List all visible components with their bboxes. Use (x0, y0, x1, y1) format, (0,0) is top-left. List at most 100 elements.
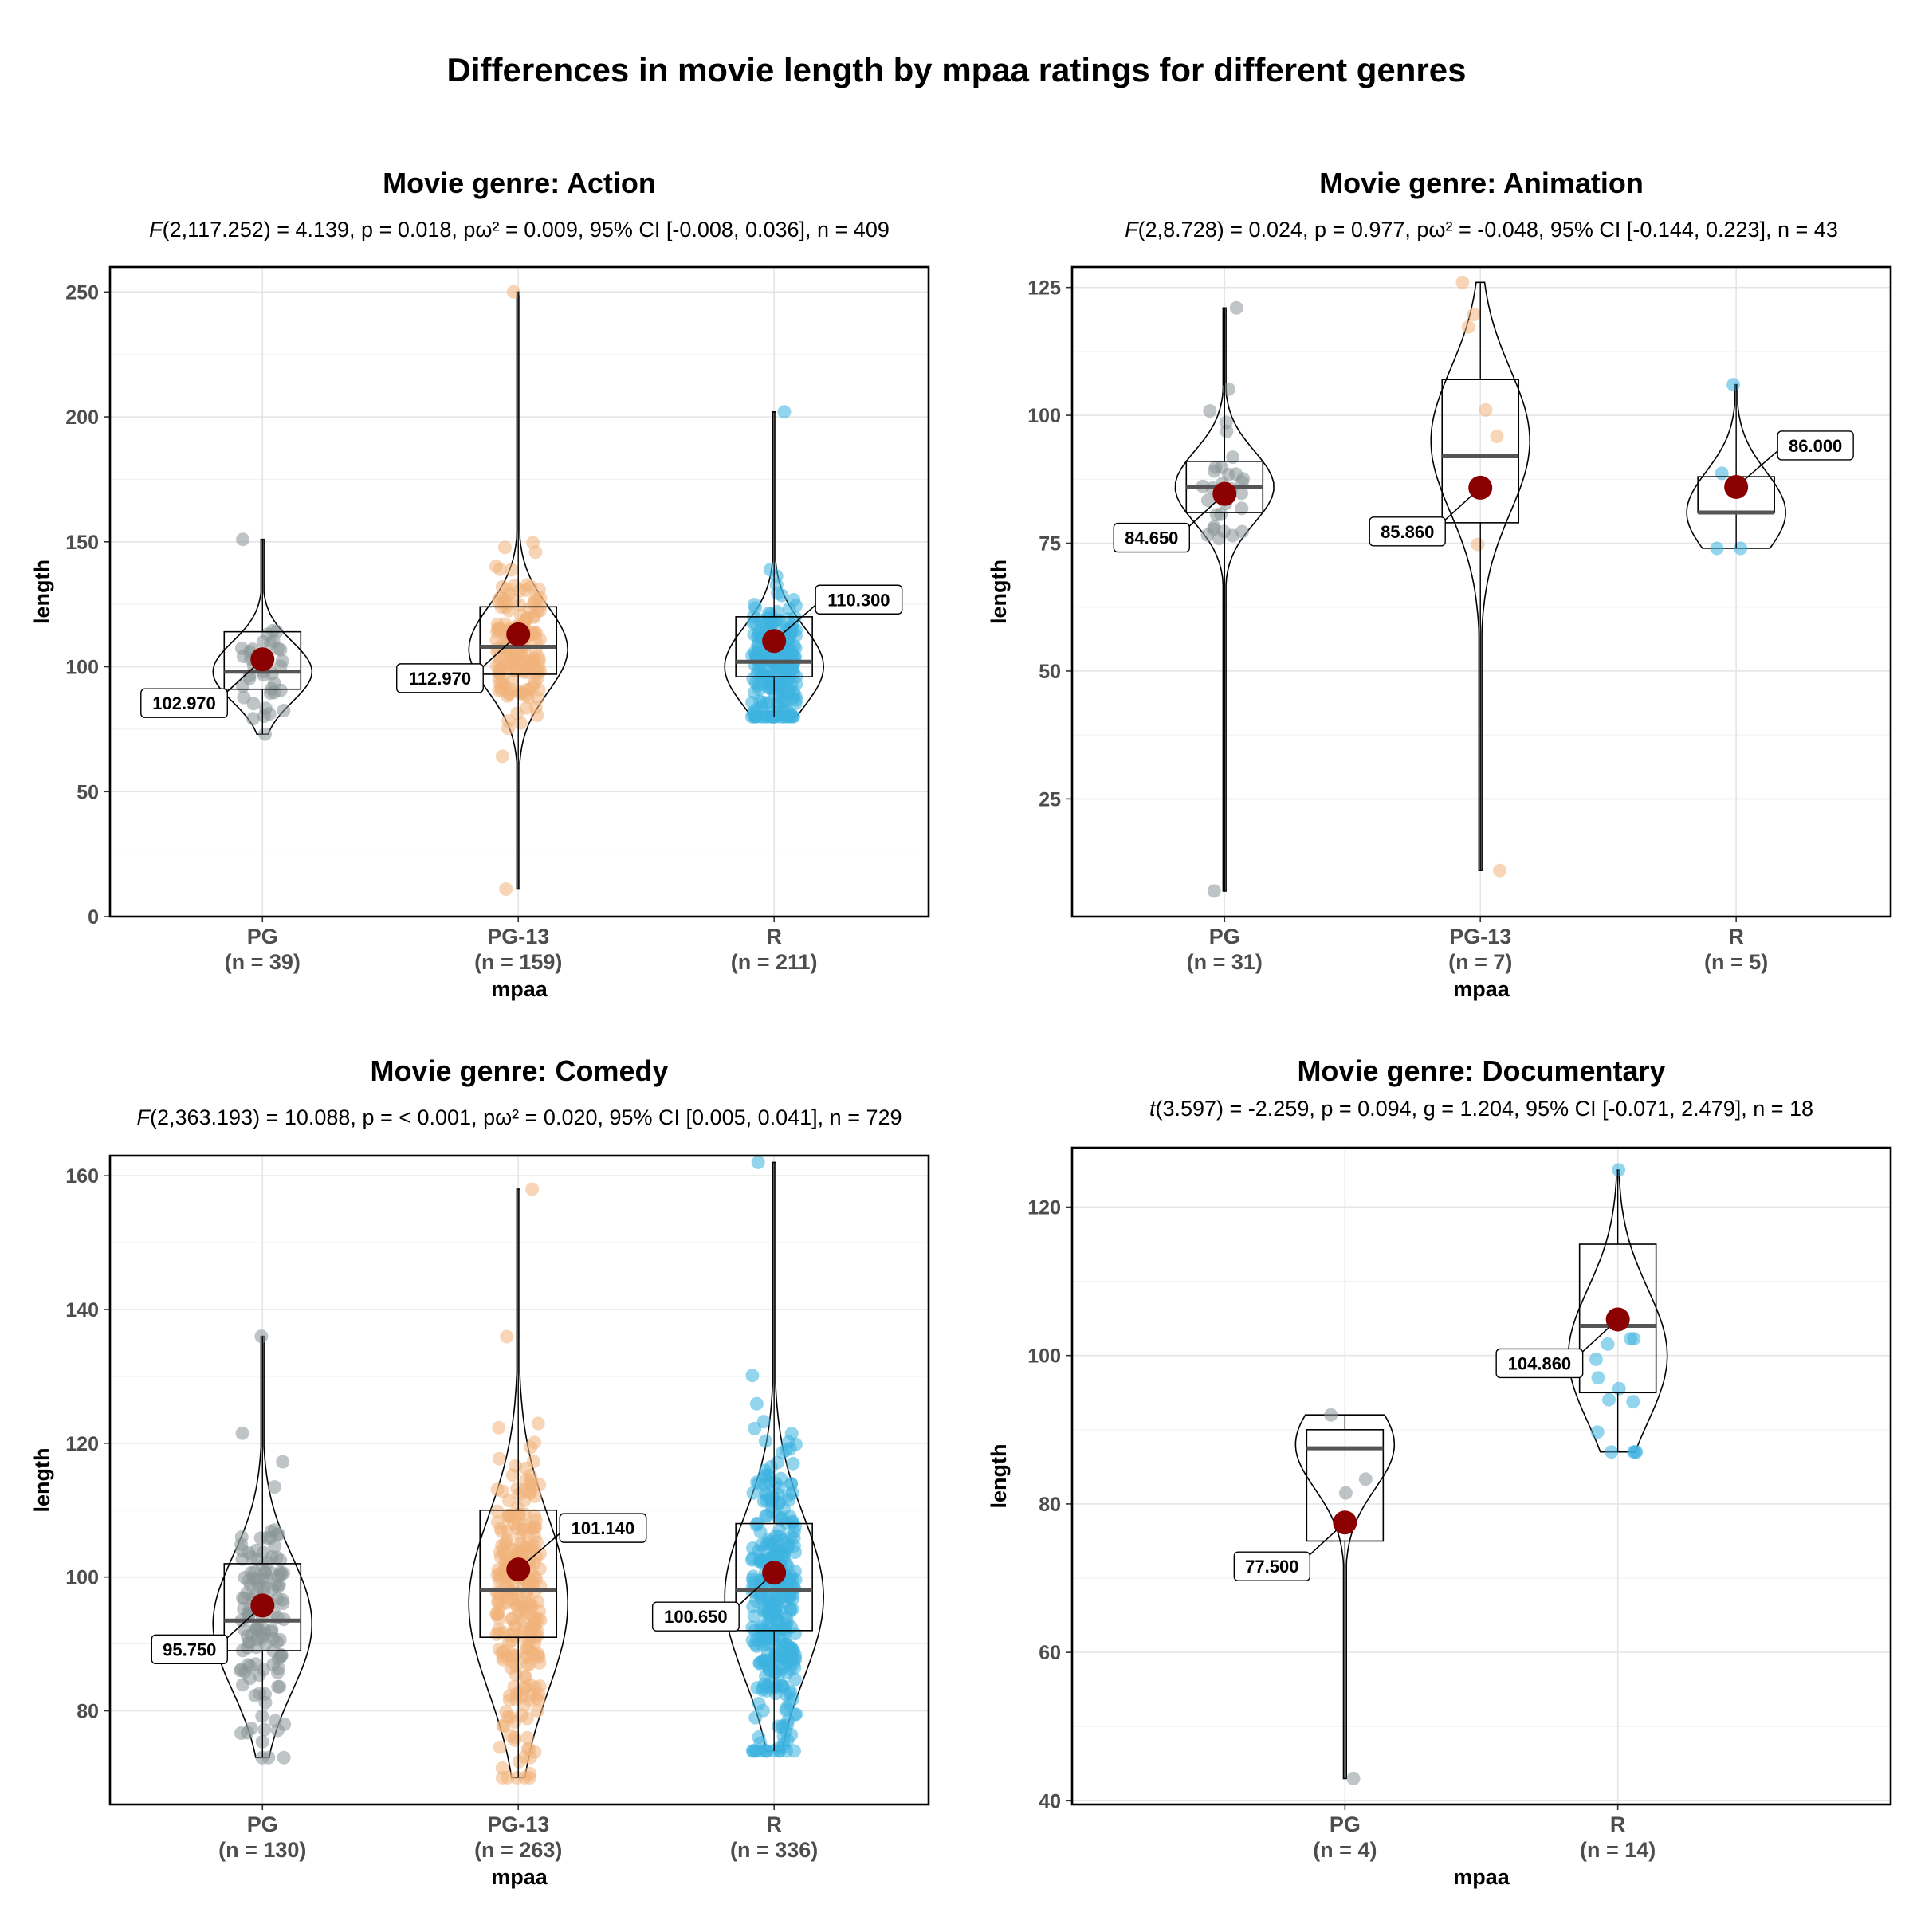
x-tick-label: R (766, 925, 782, 948)
mean-label-box (1233, 1551, 1311, 1581)
x-tick-n: (n = 211) (731, 950, 818, 974)
data-point (528, 1513, 543, 1527)
box (735, 616, 813, 677)
data-point (748, 598, 761, 612)
data-point (258, 1565, 273, 1579)
data-point (776, 697, 790, 711)
x-tick-label: PG-13 (487, 1812, 549, 1836)
data-point (532, 583, 546, 597)
data-point (787, 593, 801, 607)
y-tick-label: 50 (77, 781, 99, 803)
data-point (495, 749, 509, 764)
data-point (1628, 1445, 1642, 1459)
group-pg: 77.500 (1233, 1408, 1396, 1785)
data-point (257, 1580, 271, 1594)
data-point (528, 1435, 542, 1450)
data-point (498, 658, 513, 673)
y-axis-title: length (30, 560, 54, 624)
data-point (1207, 884, 1221, 898)
data-point (494, 1524, 509, 1538)
data-point (784, 1477, 799, 1491)
data-point (250, 1553, 265, 1566)
data-point (748, 1744, 762, 1758)
panel-comedy: Movie genre: Comedy F(2,363.193) = 10.088… (0, 1047, 956, 1932)
data-point (528, 1616, 542, 1631)
data-point (786, 709, 800, 724)
data-point (780, 1541, 794, 1556)
mean-point (250, 1593, 275, 1618)
x-tick-n: (n = 159) (474, 950, 562, 974)
data-point (246, 712, 260, 726)
group-pg-13: 112.970 (396, 285, 569, 896)
y-tick-label: 150 (65, 532, 99, 554)
data-point (517, 1518, 531, 1532)
violin (1430, 281, 1531, 871)
data-point (754, 1537, 768, 1552)
x-tick-label: PG (1330, 1812, 1361, 1836)
mean-point (250, 647, 275, 672)
data-point (752, 613, 767, 627)
mean-label: 84.650 (1125, 528, 1178, 548)
data-point (527, 625, 541, 639)
group-pg-13: 85.860 (1369, 275, 1531, 878)
data-point (276, 1455, 290, 1469)
group-pg: 95.750 (151, 1329, 312, 1765)
x-tick-label: R (1728, 925, 1744, 948)
group-pg: 84.650 (1113, 300, 1275, 898)
data-point (1626, 1395, 1640, 1409)
data-point (257, 1722, 272, 1737)
x-tick-label: PG (247, 925, 278, 948)
data-point (512, 1685, 526, 1699)
data-point (502, 1508, 517, 1522)
data-point (497, 540, 512, 555)
data-point (759, 1509, 773, 1523)
data-point (236, 532, 250, 547)
mean-label-box (1113, 522, 1190, 553)
data-point (1461, 320, 1475, 334)
data-point (1612, 1163, 1626, 1177)
y-tick-label: 80 (1039, 1494, 1061, 1516)
data-point (1346, 1771, 1361, 1785)
data-point (1627, 1332, 1641, 1346)
data-point (1493, 863, 1506, 878)
data-point (257, 1622, 271, 1636)
data-point (528, 1530, 541, 1544)
data-point (252, 1668, 266, 1683)
data-point (1200, 493, 1215, 508)
data-point (1591, 1371, 1605, 1385)
y-tick-label: 100 (65, 657, 99, 679)
data-point (1214, 507, 1228, 521)
mean-point (1212, 481, 1237, 506)
jitter-points (1324, 1408, 1373, 1785)
data-point (1710, 541, 1724, 556)
mean-point (762, 629, 787, 654)
data-point (509, 1459, 523, 1473)
y-tick-label: 250 (65, 281, 99, 304)
data-point (517, 1483, 532, 1498)
violin (724, 1161, 825, 1752)
mean-label-box (151, 1634, 228, 1665)
y-tick-label: 0 (88, 906, 99, 929)
box (1578, 1243, 1657, 1394)
data-point (776, 662, 790, 677)
data-point (492, 1420, 506, 1435)
box (1441, 379, 1520, 524)
data-point (267, 676, 281, 690)
data-point (1589, 1352, 1603, 1366)
data-point (1715, 466, 1729, 481)
x-tick-n: (n = 336) (730, 1838, 818, 1862)
data-point (520, 1730, 534, 1745)
data-point (781, 1713, 795, 1727)
data-point (781, 1435, 795, 1449)
data-point (256, 634, 270, 649)
data-point (777, 405, 792, 419)
mean-point (1468, 475, 1493, 500)
data-point (493, 1740, 507, 1754)
mean-label-box (396, 663, 484, 693)
mean-point (762, 1561, 787, 1585)
mean-point (1724, 474, 1749, 499)
data-point (270, 1592, 285, 1606)
x-tick-label: PG-13 (1449, 925, 1511, 948)
mean-label-box (559, 1513, 647, 1543)
data-point (513, 583, 527, 598)
